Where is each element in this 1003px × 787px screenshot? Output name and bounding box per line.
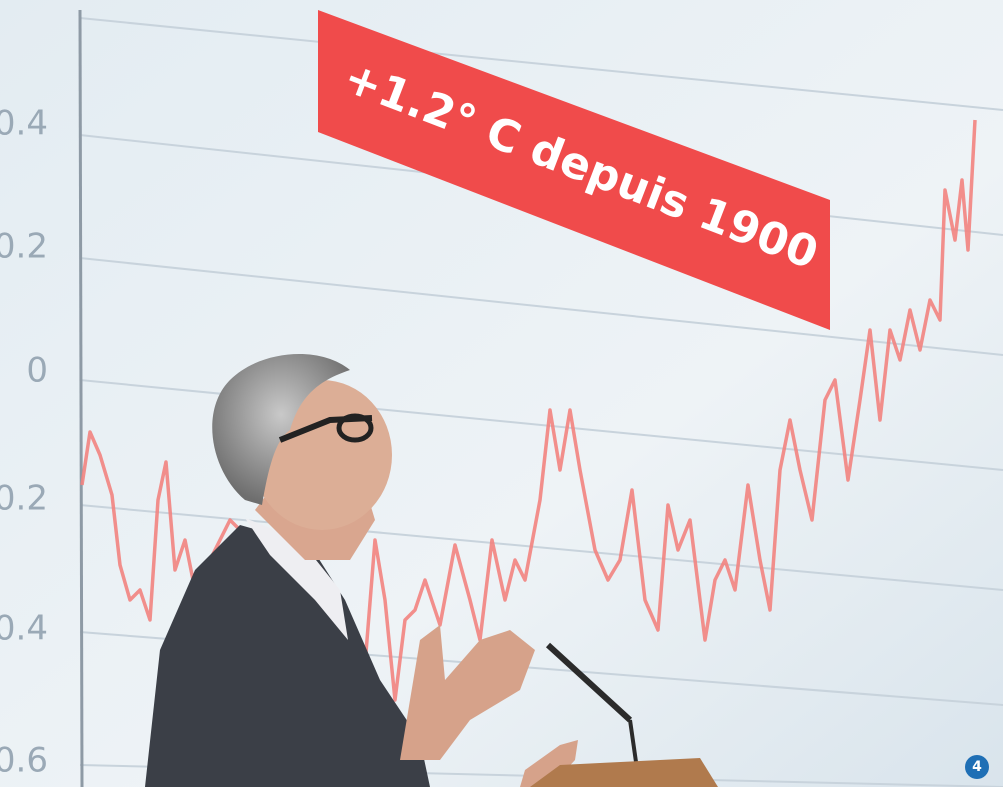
axis-label: 0.4 [0, 609, 48, 649]
axis-label: 0.4 [0, 104, 48, 144]
y-axis [80, 10, 82, 787]
axis-label: 0 [26, 351, 48, 391]
badge-text: 4 [972, 759, 982, 775]
axis-label: 0.2 [0, 479, 48, 519]
axis-label: 0.6 [0, 741, 48, 781]
photo: 0.4 0.2 0 0.2 0.4 0.6 +1.2° C depuis 190… [0, 0, 1003, 787]
axis-label: 0.2 [0, 227, 48, 267]
